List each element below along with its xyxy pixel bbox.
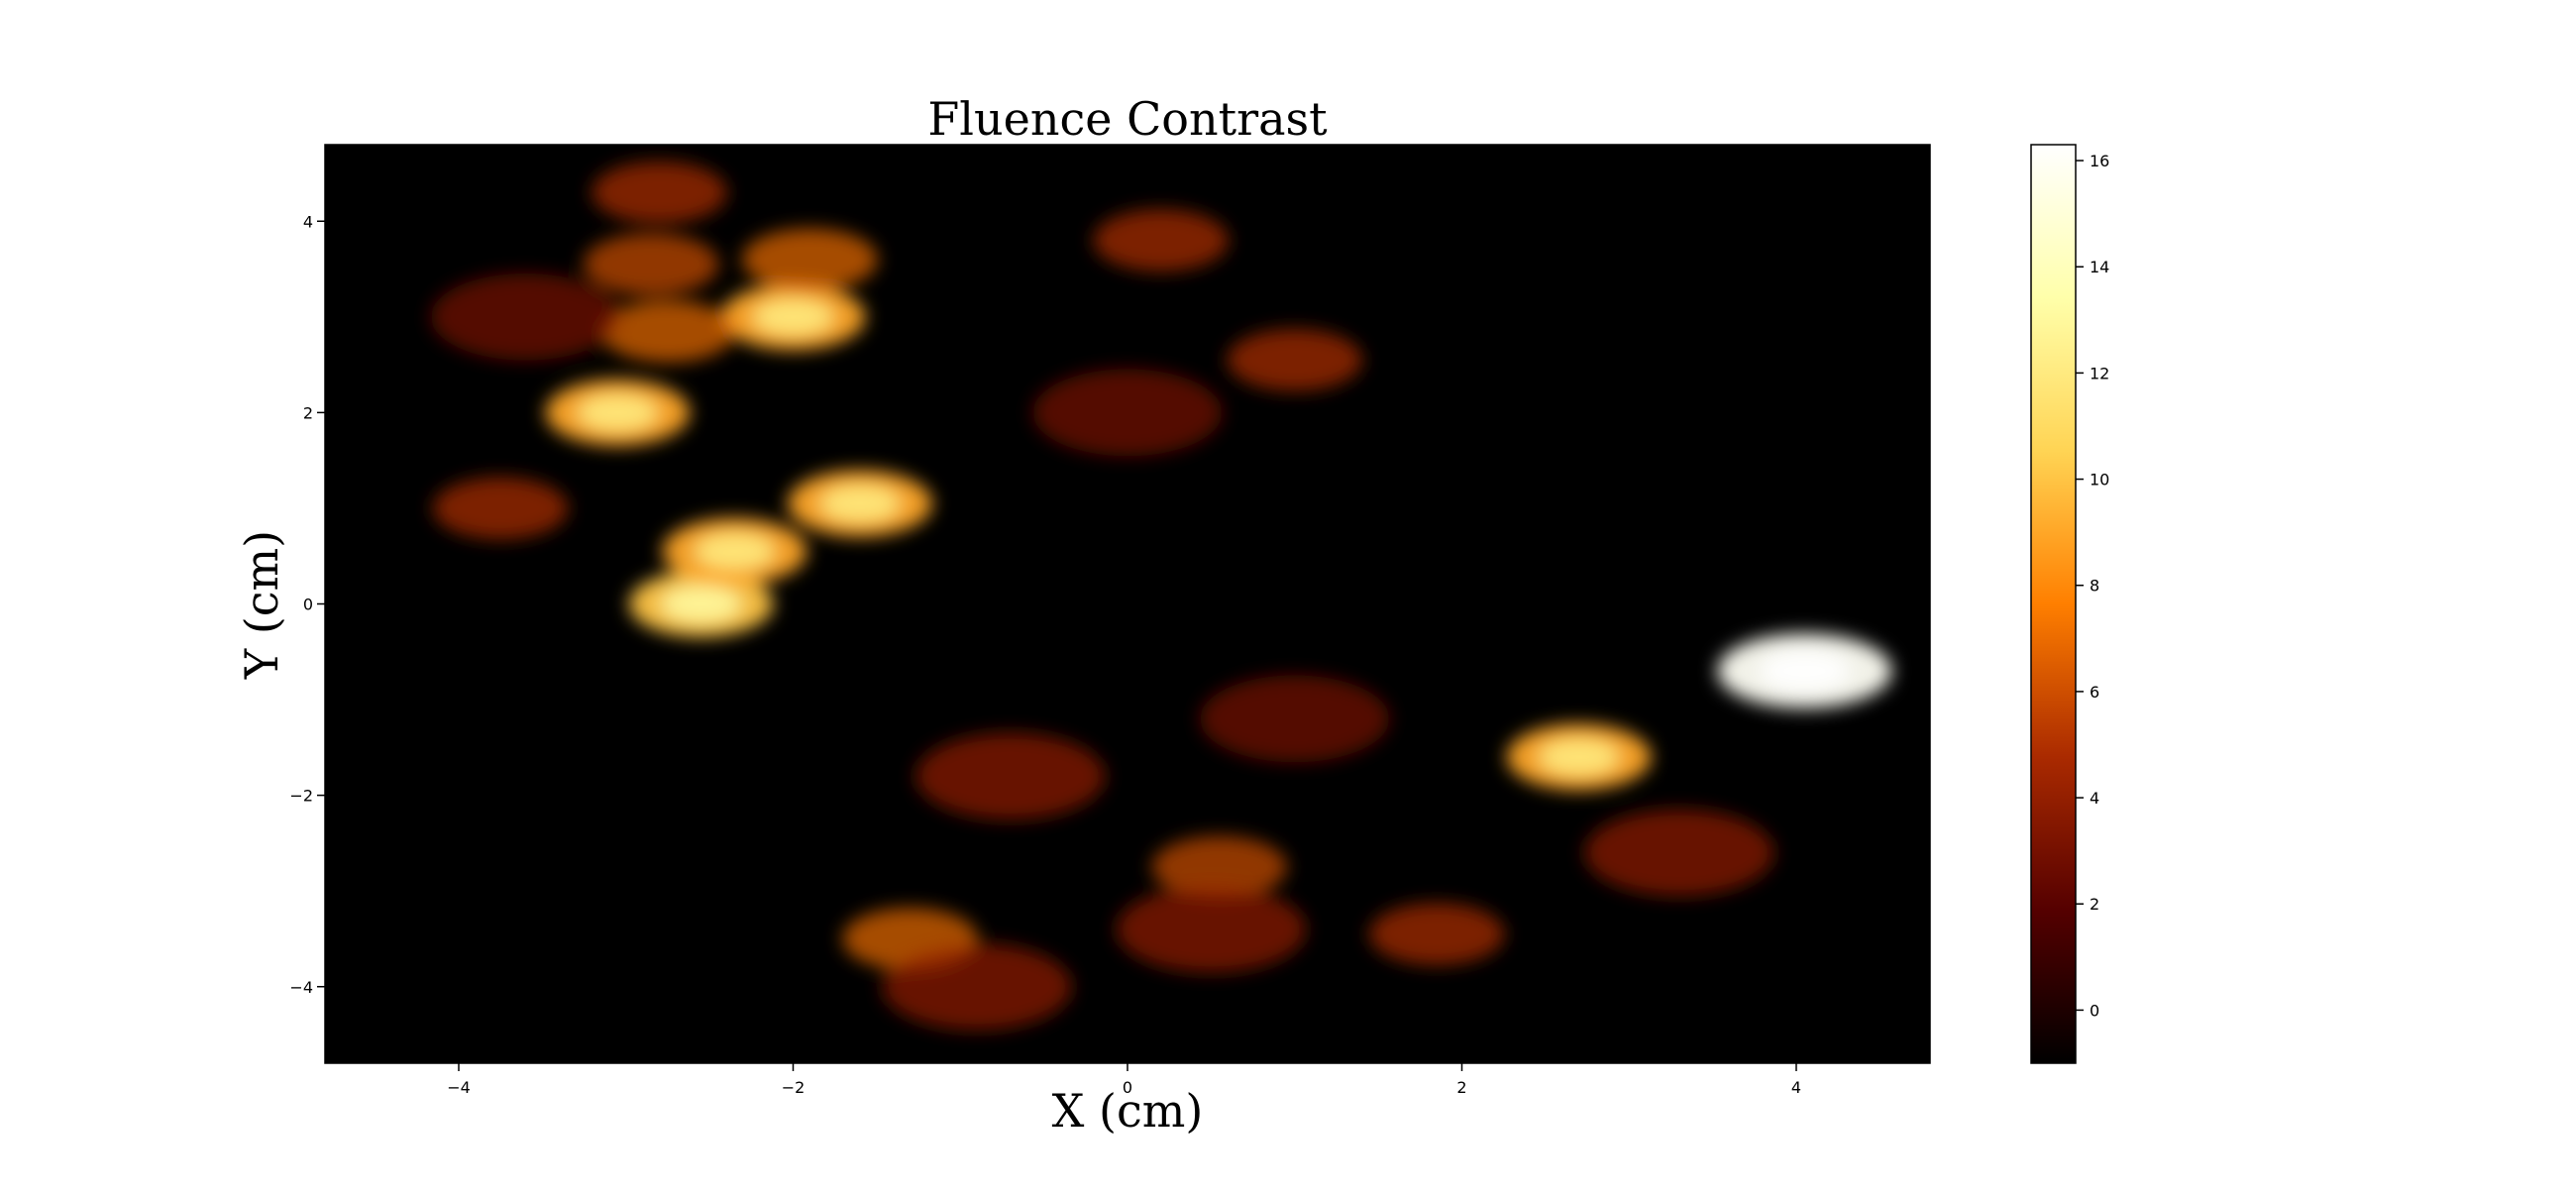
heatmap-hotspot bbox=[882, 942, 1072, 1031]
y-tick-label: −4 bbox=[289, 978, 313, 997]
heatmap-hotspot-core bbox=[577, 394, 658, 431]
heatmap-hotspot bbox=[430, 272, 621, 361]
x-tick-label: −2 bbox=[782, 1078, 805, 1097]
heatmap-hotspot bbox=[1200, 675, 1390, 763]
heatmap-blobs bbox=[430, 161, 1892, 1031]
heatmap-hotspot bbox=[1093, 209, 1230, 271]
chart-title: Fluence Contrast bbox=[927, 92, 1328, 146]
heatmap-hotspot-core bbox=[753, 298, 833, 336]
colorbar-tick-label: 16 bbox=[2090, 152, 2109, 170]
y-tick-label: −2 bbox=[289, 787, 313, 806]
colorbar-tick-label: 4 bbox=[2090, 789, 2099, 808]
y-tick-label: 4 bbox=[303, 212, 313, 231]
x-axis: −4 −2 0 2 4 bbox=[447, 1063, 1801, 1097]
colorbar-tick-label: 14 bbox=[2090, 258, 2109, 276]
x-tick-label: 0 bbox=[1123, 1078, 1132, 1097]
heatmap-hotspot bbox=[1032, 369, 1223, 457]
colorbar-tick-label: 2 bbox=[2090, 895, 2099, 914]
y-tick-label: 0 bbox=[303, 596, 313, 614]
heatmap-hotspot bbox=[915, 732, 1106, 820]
heatmap-hotspot bbox=[1116, 885, 1307, 973]
y-tick-label: 2 bbox=[303, 403, 313, 422]
heatmap-hotspot-core bbox=[1539, 738, 1620, 776]
heatmap-hotspot bbox=[432, 477, 569, 540]
heatmap-hotspot-core bbox=[694, 533, 775, 570]
colorbar-tick-label: 0 bbox=[2090, 1001, 2099, 1020]
colorbar-tick-label: 12 bbox=[2090, 364, 2109, 382]
y-axis-label: Y (cm) bbox=[235, 530, 288, 680]
heatmap-hotspot bbox=[1368, 903, 1505, 966]
heatmap-hotspot bbox=[1151, 835, 1288, 899]
heatmap-hotspot-core bbox=[819, 485, 901, 522]
colorbar-tick-label: 6 bbox=[2090, 683, 2099, 702]
x-tick-label: 4 bbox=[1791, 1078, 1801, 1097]
x-tick-label: −4 bbox=[447, 1078, 471, 1097]
x-tick-label: 2 bbox=[1456, 1078, 1466, 1097]
colorbar-tick-label: 8 bbox=[2090, 577, 2099, 596]
heatmap-hotspot-core bbox=[1759, 650, 1850, 692]
heatmap-layer bbox=[430, 161, 1892, 1031]
heatmap-hotspot bbox=[742, 228, 878, 291]
heatmap-hotspot bbox=[599, 299, 736, 363]
y-axis: −4 −2 0 2 4 bbox=[289, 212, 325, 997]
x-axis-label: X (cm) bbox=[1052, 1084, 1204, 1138]
colorbar-axis: 0 2 4 6 8 10 12 14 16 bbox=[2076, 152, 2109, 1020]
heatmap-hotspot bbox=[583, 233, 719, 296]
colorbar bbox=[2030, 144, 2077, 1064]
heatmap-hotspot bbox=[591, 161, 727, 224]
heatmap-hotspot bbox=[1227, 328, 1363, 391]
heatmap-hotspot-core bbox=[661, 586, 742, 622]
heatmap-hotspot bbox=[1584, 809, 1774, 897]
colorbar-tick-label: 10 bbox=[2090, 471, 2109, 489]
